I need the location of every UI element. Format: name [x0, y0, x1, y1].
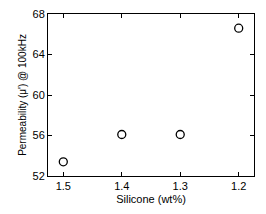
svg-text:1.5: 1.5 — [56, 180, 71, 192]
svg-text:Silicone (wt%): Silicone (wt%) — [116, 193, 186, 205]
svg-text:56: 56 — [33, 129, 45, 141]
svg-text:1.4: 1.4 — [114, 180, 129, 192]
svg-text:60: 60 — [33, 89, 45, 101]
svg-text:Permeability (μ') @ 100kHz: Permeability (μ') @ 100kHz — [17, 34, 28, 156]
svg-text:64: 64 — [33, 48, 45, 60]
svg-text:52: 52 — [33, 170, 45, 182]
svg-text:68: 68 — [33, 8, 45, 20]
svg-text:1.2: 1.2 — [231, 180, 246, 192]
svg-text:1.3: 1.3 — [173, 180, 188, 192]
